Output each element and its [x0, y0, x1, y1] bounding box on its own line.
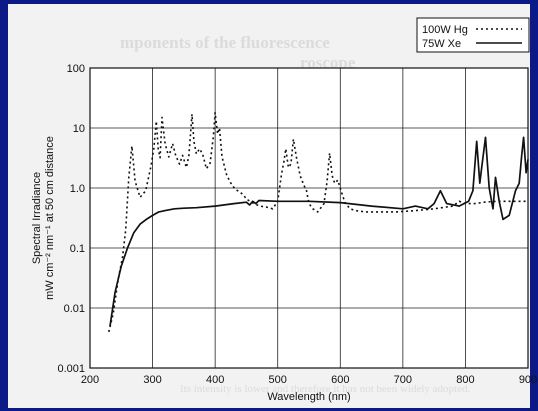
- series-line-xe: [109, 136, 529, 327]
- x-tick-label: 800: [456, 374, 474, 386]
- y-axis-title-line-2: mW cm⁻² nm⁻¹ at 50 cm distance: [44, 136, 56, 300]
- y-axis-title-line-1: Spectral Irradiance: [31, 172, 43, 264]
- legend-box: [416, 17, 530, 53]
- x-tick-label: 300: [143, 374, 161, 386]
- y-tick-label: 0.1: [70, 243, 85, 255]
- legend-label-hg: 100W Hg: [422, 24, 468, 36]
- x-tick-label: 500: [269, 374, 287, 386]
- y-tick-label: 0.001: [57, 363, 85, 375]
- legend: 100W Hg 75W Xe: [416, 17, 530, 53]
- y-tick-label: 100: [67, 63, 85, 75]
- y-tick-label: 1.0: [70, 183, 85, 195]
- series-layer: [108, 111, 529, 333]
- y-tick-label: 0.01: [64, 303, 85, 315]
- x-tick-label: 900: [519, 374, 537, 386]
- legend-label-xe: 75W Xe: [422, 38, 461, 50]
- svg-text:Its intensity is lower and the: Its intensity is lower and therefore it …: [180, 383, 470, 395]
- y-axis-title: Spectral Irradiance mW cm⁻² nm⁻¹ at 50 c…: [31, 136, 56, 300]
- x-tick-label: 600: [331, 374, 349, 386]
- grid-lines: [89, 67, 529, 369]
- plot-area: [90, 68, 528, 368]
- x-tick-label: 200: [81, 374, 99, 386]
- x-tick-labels: 200 300 400 500 600 700 800 900: [81, 374, 537, 386]
- y-tick-labels: 0.001 0.01 0.1 1.0 10 100: [57, 63, 85, 375]
- svg-text:mponents of the fluorescence: mponents of the fluorescence: [120, 33, 330, 52]
- plot-frame: [89, 67, 529, 369]
- x-tick-label: 700: [394, 374, 412, 386]
- svg-text:roscope: roscope: [300, 53, 356, 72]
- series-line-hg: [108, 111, 528, 333]
- y-tick-label: 10: [73, 123, 85, 135]
- x-tick-label: 400: [206, 374, 224, 386]
- x-axis-title: Wavelength (nm): [267, 391, 350, 403]
